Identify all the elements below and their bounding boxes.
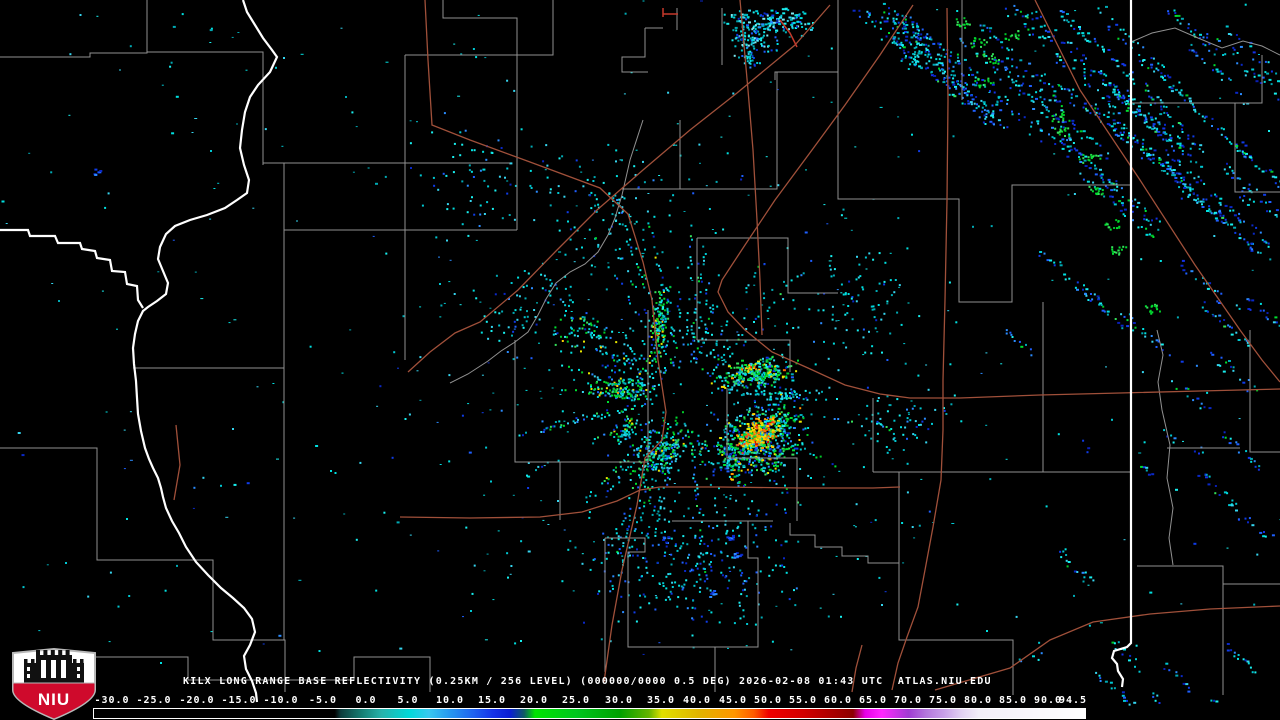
- scale-label: -25.0: [136, 695, 172, 706]
- scale-label: 5.0: [397, 695, 419, 706]
- scale-label: 90.0: [1033, 695, 1063, 706]
- reflectivity-scale-labels: -30.0 -25.0 -20.0 -15.0 -10.0 -5.0 0.0 5.0 10.0 1…: [0, 695, 1280, 706]
- scale-label: -30.0: [94, 695, 130, 706]
- logo-text: NIU: [38, 690, 70, 709]
- scale-label: 55.0: [788, 695, 818, 706]
- scale-label: 40.0: [682, 695, 712, 706]
- scale-label: 30.0: [604, 695, 634, 706]
- niu-logo: NIU: [12, 647, 96, 720]
- scale-label: -10.0: [263, 695, 299, 706]
- scale-label: 85.0: [998, 695, 1028, 706]
- highway-red-marks: [662, 8, 798, 48]
- scale-label: 15.0: [477, 695, 507, 706]
- castle-windows: [27, 660, 80, 678]
- scale-label: 20.0: [519, 695, 549, 706]
- echo-layer: [1, 0, 1280, 706]
- scale-label: 75.0: [928, 695, 958, 706]
- scale-label: -5.0: [308, 695, 338, 706]
- scale-label: 35.0: [646, 695, 676, 706]
- scale-label: 65.0: [858, 695, 888, 706]
- reflectivity-colorbar: [93, 708, 1086, 719]
- scale-label: 80.0: [963, 695, 993, 706]
- highways: [173, 0, 1280, 693]
- county-lines: [0, 0, 1280, 695]
- scale-label: 25.0: [561, 695, 591, 706]
- state-borders: [0, 0, 1133, 703]
- logo-red-band: [12, 682, 96, 720]
- scale-label: 10.0: [435, 695, 465, 706]
- product-caption: KILX LONG RANGE BASE REFLECTIVITY (0.25K…: [183, 676, 992, 687]
- scale-label: 50.0: [753, 695, 783, 706]
- scale-label: -20.0: [179, 695, 215, 706]
- scale-label: 0.0: [355, 695, 377, 706]
- scale-label: 45.0: [718, 695, 748, 706]
- scale-label: 60.0: [823, 695, 853, 706]
- scale-label: -15.0: [221, 695, 257, 706]
- scale-label: 94.5: [1058, 695, 1088, 706]
- scale-label: 70.0: [893, 695, 923, 706]
